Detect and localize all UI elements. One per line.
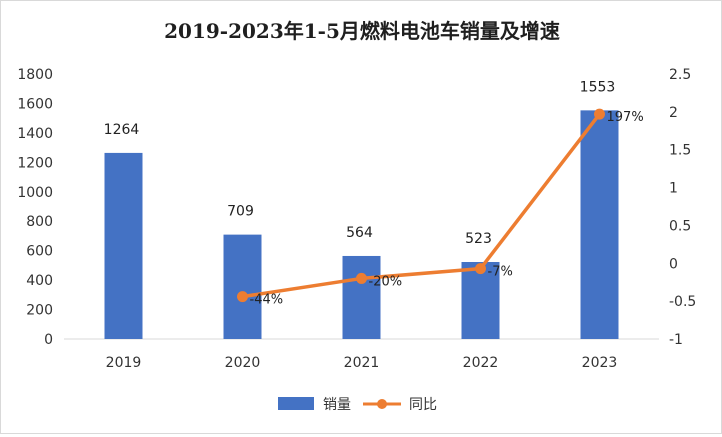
- bar-sales-2022: [461, 262, 500, 339]
- legend: 销量 同比: [278, 397, 437, 413]
- yoy-point-2021: [356, 272, 367, 284]
- legend-swatch-yoy-marker: [377, 399, 387, 409]
- y-right-tick-label: -1: [669, 332, 683, 348]
- y-right-tick-label: 1: [669, 181, 678, 197]
- y-left-tick-label: 200: [26, 303, 53, 319]
- bar-value-label: 523: [465, 231, 492, 247]
- y-left-tick-label: 1800: [17, 67, 53, 83]
- y-right-tick-label: 0: [669, 256, 678, 272]
- chart-title: 2019-2023年1-5月燃料电池车销量及增速: [164, 19, 560, 43]
- y-left-tick-label: 800: [26, 214, 53, 230]
- x-tick-label: 2023: [582, 355, 618, 371]
- yoy-value-label: -20%: [369, 274, 403, 289]
- legend-swatch-sales: [278, 397, 314, 410]
- bar-value-label: 1264: [104, 122, 140, 138]
- yoy-point-2020: [237, 291, 248, 303]
- y-left-tick-label: 1200: [17, 155, 53, 171]
- y-right-tick-label: 0.5: [669, 218, 691, 234]
- yoy-value-label: -44%: [250, 293, 284, 308]
- legend-label-yoy: 同比: [409, 397, 437, 413]
- y-right-tick-label: 1.5: [669, 143, 691, 159]
- x-tick-label: 2021: [344, 355, 380, 371]
- bar-sales-2023: [580, 110, 619, 339]
- bar-value-label: 1553: [580, 79, 616, 95]
- yoy-point-2023: [594, 108, 605, 120]
- y-left-tick-label: 1600: [17, 96, 53, 112]
- y-left-tick-label: 600: [26, 244, 53, 260]
- x-tick-label: 2020: [225, 355, 261, 371]
- y-right-tick-label: 2.5: [669, 67, 691, 83]
- legend-label-sales: 销量: [323, 397, 351, 413]
- y-left-tick-label: 400: [26, 273, 53, 289]
- bar-value-label: 564: [346, 225, 373, 241]
- yoy-line: [242, 113, 601, 299]
- y-left-tick-label: 1400: [17, 126, 53, 142]
- bar-value-label: 709: [227, 204, 254, 220]
- yoy-value-label: -7%: [488, 265, 513, 280]
- bar-sales-2019: [104, 152, 143, 339]
- y-left-tick-label: 1000: [17, 185, 53, 201]
- y-right-tick-label: 2: [669, 105, 678, 121]
- yoy-point-2022: [475, 263, 486, 275]
- y-right-tick-label: -0.5: [669, 294, 696, 310]
- x-tick-label: 2019: [106, 355, 142, 371]
- bar-sales-2021: [342, 255, 381, 339]
- yoy-value-label: 197%: [607, 110, 644, 125]
- y-left-tick-label: 0: [44, 332, 53, 348]
- bar-sales-2020: [223, 234, 262, 339]
- x-tick-label: 2022: [463, 355, 499, 371]
